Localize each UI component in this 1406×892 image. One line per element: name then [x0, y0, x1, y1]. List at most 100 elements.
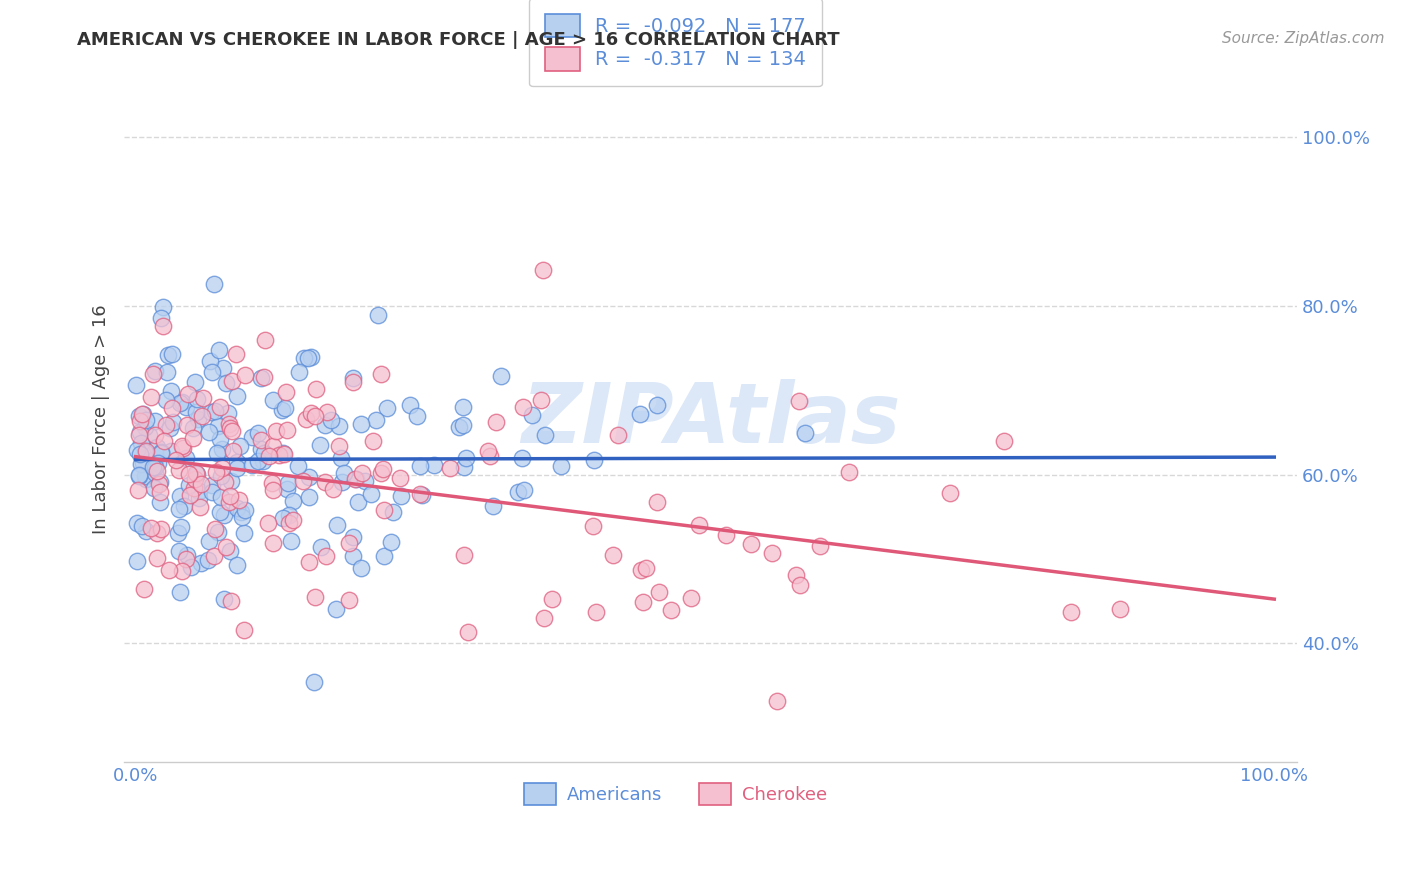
- Point: [283, 513, 305, 527]
- Point: [181, 421, 204, 435]
- Point: [309, 438, 332, 452]
- Point: [142, 368, 165, 382]
- Point: [150, 310, 173, 325]
- Point: [218, 417, 240, 431]
- Point: [157, 563, 180, 577]
- Point: [271, 446, 294, 460]
- Point: [131, 407, 153, 421]
- Point: [330, 450, 353, 465]
- Point: [257, 449, 280, 463]
- Point: [520, 408, 543, 422]
- Point: [478, 449, 501, 463]
- Point: [399, 398, 422, 412]
- Point: [297, 351, 319, 365]
- Point: [273, 447, 295, 461]
- Point: [257, 516, 280, 530]
- Point: [221, 424, 243, 438]
- Point: [714, 528, 737, 542]
- Point: [240, 430, 263, 444]
- Point: [207, 524, 229, 539]
- Point: [253, 446, 276, 460]
- Point: [222, 444, 245, 458]
- Point: [159, 421, 181, 435]
- Point: [382, 505, 405, 519]
- Point: [315, 549, 337, 563]
- Point: [406, 409, 429, 423]
- Point: [314, 418, 336, 433]
- Point: [208, 505, 231, 519]
- Point: [512, 400, 534, 414]
- Point: [138, 428, 160, 442]
- Point: [454, 450, 477, 465]
- Point: [172, 564, 194, 578]
- Point: [287, 458, 309, 473]
- Point: [328, 419, 350, 434]
- Point: [198, 533, 221, 548]
- Point: [135, 413, 157, 427]
- Point: [1109, 602, 1132, 616]
- Point: [129, 436, 152, 450]
- Point: [276, 423, 298, 437]
- Point: [250, 433, 273, 447]
- Point: [271, 511, 294, 525]
- Point: [582, 519, 605, 533]
- Point: [233, 624, 256, 638]
- Point: [184, 376, 207, 390]
- Point: [531, 263, 554, 277]
- Point: [342, 530, 364, 544]
- Point: [353, 474, 375, 488]
- Point: [208, 432, 231, 446]
- Point: [380, 535, 402, 549]
- Point: [186, 467, 208, 481]
- Point: [211, 461, 233, 475]
- Point: [149, 494, 172, 508]
- Point: [170, 394, 193, 409]
- Point: [162, 401, 184, 415]
- Point: [309, 540, 332, 554]
- Point: [294, 351, 316, 366]
- Point: [659, 603, 682, 617]
- Point: [184, 405, 207, 419]
- Point: [274, 384, 297, 399]
- Point: [218, 495, 240, 509]
- Point: [298, 470, 321, 484]
- Point: [277, 516, 299, 531]
- Point: [190, 500, 212, 515]
- Point: [533, 611, 555, 625]
- Point: [250, 442, 273, 456]
- Point: [143, 428, 166, 442]
- Point: [260, 476, 283, 491]
- Point: [187, 412, 209, 426]
- Point: [180, 560, 202, 574]
- Point: [481, 499, 503, 513]
- Point: [371, 462, 394, 476]
- Point: [208, 400, 231, 414]
- Point: [200, 405, 222, 419]
- Point: [350, 561, 373, 575]
- Point: [132, 456, 155, 470]
- Point: [193, 391, 215, 405]
- Point: [299, 350, 322, 364]
- Point: [207, 418, 229, 433]
- Point: [187, 491, 209, 505]
- Point: [148, 477, 170, 491]
- Point: [634, 561, 657, 575]
- Point: [149, 475, 172, 489]
- Point: [242, 458, 264, 473]
- Point: [202, 549, 225, 564]
- Point: [325, 601, 347, 615]
- Point: [201, 484, 224, 499]
- Point: [225, 347, 247, 361]
- Point: [253, 333, 276, 347]
- Point: [491, 369, 513, 384]
- Point: [177, 386, 200, 401]
- Point: [449, 419, 471, 434]
- Point: [146, 550, 169, 565]
- Point: [506, 485, 529, 500]
- Point: [271, 403, 294, 417]
- Point: [411, 488, 433, 502]
- Point: [337, 592, 360, 607]
- Point: [176, 548, 198, 562]
- Point: [233, 525, 256, 540]
- Point: [838, 465, 860, 479]
